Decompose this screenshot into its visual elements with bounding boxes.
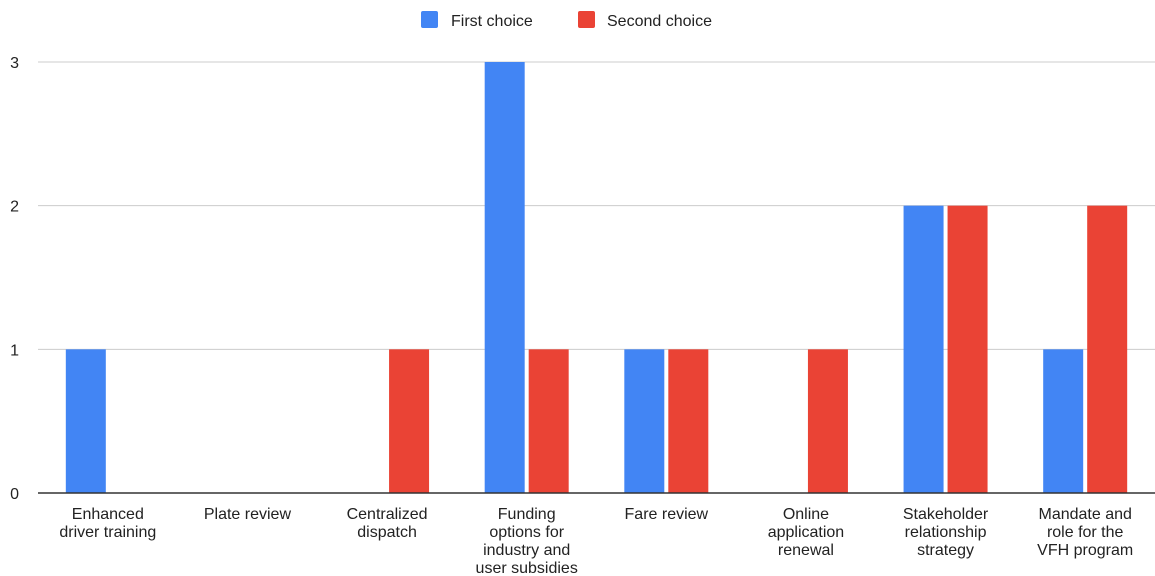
category-label-line: Mandate and: [1038, 506, 1131, 523]
category-label-line: options for: [489, 524, 564, 541]
legend-swatch: [578, 11, 595, 28]
bar-second-choice: [1087, 205, 1128, 493]
category-label-line: renewal: [778, 542, 834, 559]
category-label: Plate review: [204, 506, 292, 523]
category-label-line: dispatch: [357, 524, 417, 541]
category-label: Fare review: [625, 506, 709, 523]
category-label: Centralized dispatch: [347, 506, 428, 541]
category-label-line: strategy: [917, 542, 974, 559]
bar-first-choice: [903, 205, 944, 493]
legend-label: First choice: [451, 13, 533, 30]
y-tick-label: 3: [10, 55, 19, 72]
category-label-line: application: [768, 524, 845, 541]
category-label: Stakeholder relationship strategy: [903, 506, 989, 559]
y-tick-label: 1: [10, 342, 19, 359]
legend-label: Second choice: [607, 13, 712, 30]
category-label-line: Funding: [498, 506, 556, 523]
bars: [65, 62, 1128, 493]
category-label-line: relationship: [905, 524, 987, 541]
bar-second-choice: [807, 349, 848, 493]
category-label-line: Centralized: [347, 506, 428, 523]
category-label-line: role for the: [1047, 524, 1124, 541]
bar-first-choice: [1043, 349, 1084, 493]
y-axis: 0 1 2 3: [10, 55, 19, 503]
y-tick-label: 0: [10, 486, 19, 503]
category-label-line: industry and: [483, 542, 570, 559]
category-label-line: user subsidies: [476, 560, 578, 576]
legend-swatch: [421, 11, 438, 28]
category-label: Online application renewal: [768, 506, 845, 559]
bar-first-choice: [65, 349, 106, 493]
bar-first-choice: [484, 62, 525, 493]
category-label-line: Stakeholder: [903, 506, 989, 523]
y-tick-label: 2: [10, 199, 19, 216]
category-label: Enhanced driver training: [59, 506, 156, 541]
bar-second-choice: [668, 349, 709, 493]
legend: First choice Second choice: [421, 11, 712, 30]
category-label: Mandate and role for the VFH program: [1037, 506, 1133, 559]
bar-second-choice: [528, 349, 569, 493]
category-label: Funding options for industry and user subsi…: [476, 506, 578, 576]
bar-first-choice: [624, 349, 665, 493]
category-labels: Enhanced driver training Plate review Centr…: [59, 506, 1133, 576]
bar-second-choice: [947, 205, 988, 493]
bar-second-choice: [389, 349, 430, 493]
category-label-line: driver training: [59, 524, 156, 541]
category-label-line: Plate review: [204, 506, 292, 523]
category-label-line: VFH program: [1037, 542, 1133, 559]
category-label-line: Fare review: [625, 506, 709, 523]
category-label-line: Online: [783, 506, 829, 523]
category-label-line: Enhanced: [72, 506, 144, 523]
